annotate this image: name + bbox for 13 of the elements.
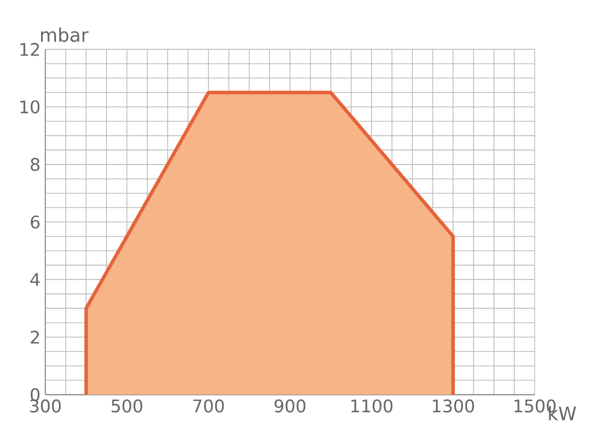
x-tick-label: 500 [112,399,142,412]
y-tick-label: 4 [30,273,40,286]
x-tick-label: 900 [274,399,306,412]
y-tick-label: 8 [30,158,40,172]
y-tick-label: 2 [30,330,39,344]
x-tick-label: 1300 [432,399,474,412]
y-tick-label: 6 [30,215,40,229]
x-tick-label: 1100 [351,399,392,412]
x-tick-label: 700 [193,399,224,412]
y-tick-label: 10 [20,100,40,114]
y-tick-label: 12 [20,42,39,56]
x-tick-label: 300 [30,399,61,412]
y-axis-title: mbar [41,28,89,42]
